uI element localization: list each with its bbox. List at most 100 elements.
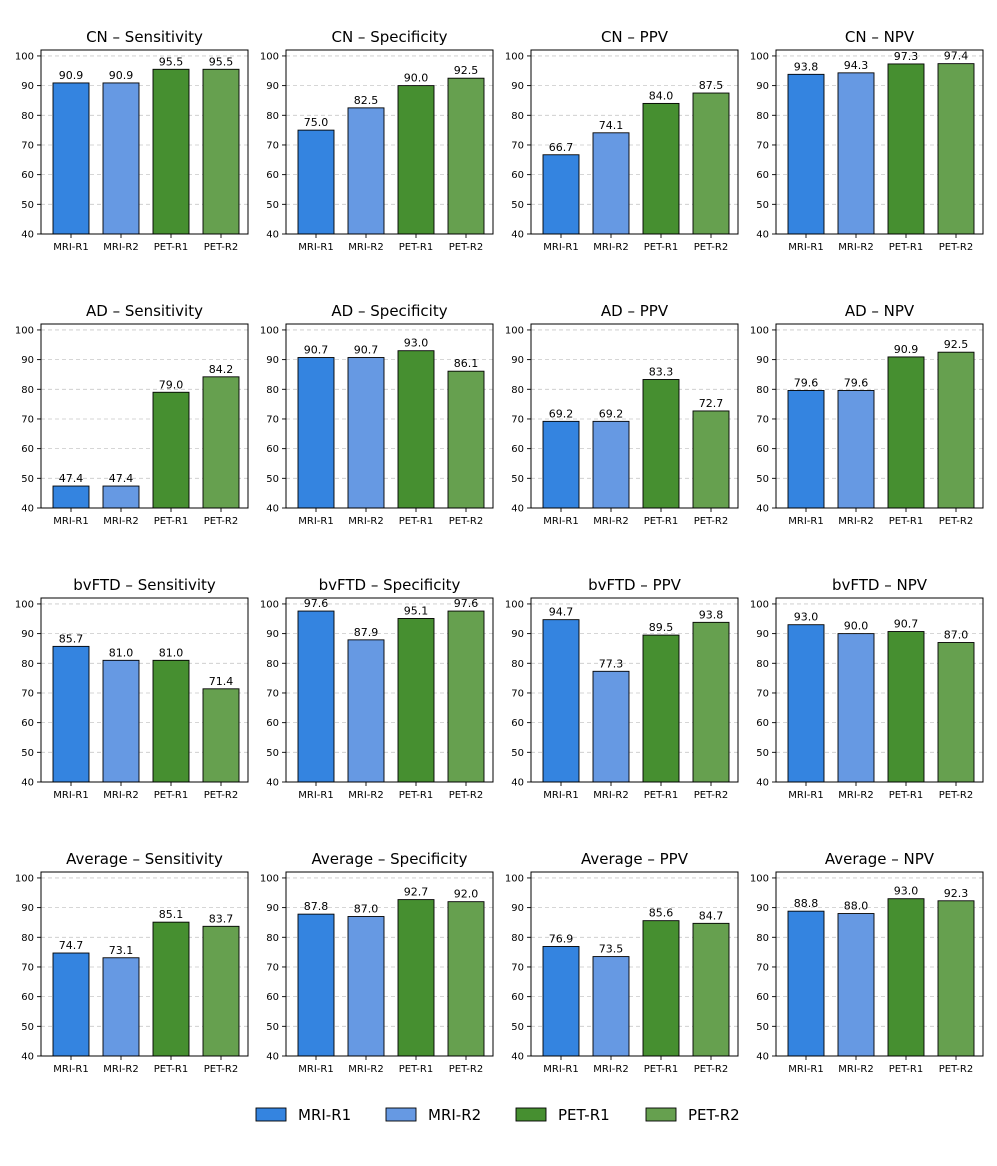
data-label: 93.0 [894, 885, 919, 898]
chart-panel: AD – Specificity 90.7 90.7 93.0 86.1 40 50 60 70… [260, 302, 494, 527]
y-tick-label: 40 [756, 504, 769, 515]
data-label: 92.7 [404, 886, 429, 899]
y-tick-label: 70 [756, 140, 769, 151]
bar [152, 68, 190, 235]
y-tick-label: 90 [266, 903, 279, 914]
data-label: 79.0 [159, 378, 184, 391]
bar [787, 910, 825, 1057]
y-tick-label: 70 [21, 962, 34, 973]
x-tick-label: PET-R1 [399, 1064, 433, 1075]
y-tick-label: 40 [266, 504, 279, 515]
data-label: 92.3 [944, 887, 969, 900]
bar [102, 82, 140, 235]
y-tick-label: 90 [21, 629, 34, 640]
data-label: 92.5 [944, 338, 969, 351]
data-label: 69.2 [599, 407, 624, 420]
bar [692, 410, 730, 509]
data-label: 94.3 [844, 59, 869, 72]
bar [837, 633, 875, 783]
y-tick-label: 60 [756, 170, 769, 181]
y-tick-label: 100 [505, 599, 524, 610]
bar [347, 107, 385, 235]
bar [297, 610, 335, 783]
bar [887, 631, 925, 783]
bar [642, 920, 680, 1057]
y-tick-label: 50 [511, 1022, 524, 1033]
data-label: 92.5 [454, 64, 479, 77]
y-tick-label: 60 [21, 992, 34, 1003]
data-label: 90.7 [304, 344, 329, 357]
x-tick-label: MRI-R2 [838, 242, 873, 253]
chart-title: bvFTD – PPV [588, 576, 682, 594]
data-label: 95.1 [404, 604, 429, 617]
y-tick-label: 40 [266, 230, 279, 241]
data-label: 87.5 [699, 79, 724, 92]
bar [397, 85, 435, 235]
y-tick-label: 70 [266, 140, 279, 151]
y-tick-label: 40 [756, 778, 769, 789]
x-tick-label: MRI-R2 [103, 516, 138, 527]
bar [152, 921, 190, 1057]
data-label: 76.9 [549, 932, 574, 945]
y-tick-label: 40 [21, 504, 34, 515]
data-label: 97.4 [944, 50, 969, 63]
y-tick-label: 80 [756, 385, 769, 396]
bar [102, 957, 140, 1057]
y-tick-label: 50 [511, 474, 524, 485]
data-label: 88.0 [844, 900, 869, 913]
y-tick-label: 90 [511, 355, 524, 366]
bar [937, 351, 975, 509]
x-tick-label: MRI-R2 [593, 1064, 628, 1075]
bar [642, 634, 680, 783]
bar [592, 132, 630, 235]
y-tick-label: 70 [511, 962, 524, 973]
y-tick-label: 90 [511, 629, 524, 640]
data-label: 82.5 [354, 94, 379, 107]
axes-frame [530, 871, 739, 1057]
bar [52, 645, 90, 783]
x-tick-label: PET-R1 [889, 790, 923, 801]
y-tick-label: 50 [21, 1022, 34, 1033]
data-label: 88.8 [794, 897, 819, 910]
x-tick-label: MRI-R1 [53, 516, 88, 527]
x-tick-label: MRI-R2 [593, 242, 628, 253]
x-tick-label: PET-R1 [154, 1064, 188, 1075]
data-label: 95.5 [209, 55, 234, 68]
y-tick-label: 60 [266, 444, 279, 455]
x-tick-label: PET-R2 [449, 1064, 483, 1075]
y-tick-label: 80 [266, 385, 279, 396]
bar [787, 73, 825, 235]
x-tick-label: PET-R1 [154, 790, 188, 801]
y-tick-label: 60 [756, 444, 769, 455]
y-tick-label: 70 [511, 140, 524, 151]
x-tick-label: PET-R1 [644, 516, 678, 527]
legend-label: PET-R1 [558, 1106, 610, 1124]
y-tick-label: 90 [756, 81, 769, 92]
x-tick-label: MRI-R2 [348, 790, 383, 801]
data-label: 74.7 [59, 939, 84, 952]
data-label: 93.8 [794, 60, 819, 73]
y-tick-label: 90 [756, 903, 769, 914]
data-label: 94.7 [549, 606, 574, 619]
data-label: 72.7 [699, 397, 724, 410]
y-tick-label: 70 [756, 688, 769, 699]
bar [447, 370, 485, 509]
data-label: 90.7 [894, 618, 919, 631]
bar [397, 899, 435, 1057]
x-tick-label: PET-R2 [694, 790, 728, 801]
x-tick-label: PET-R1 [399, 516, 433, 527]
bar [447, 77, 485, 235]
bar [937, 63, 975, 235]
bar [102, 485, 140, 509]
chart-title: Average – PPV [581, 850, 689, 868]
x-tick-label: MRI-R2 [348, 516, 383, 527]
bar [447, 901, 485, 1057]
y-tick-label: 70 [266, 688, 279, 699]
chart-title: bvFTD – Sensitivity [73, 576, 216, 594]
y-tick-label: 80 [266, 933, 279, 944]
y-tick-label: 60 [511, 718, 524, 729]
chart-panel: bvFTD – Specificity 97.6 87.9 95.1 97.6 40 50 6… [260, 576, 494, 801]
y-tick-label: 40 [21, 1052, 34, 1063]
y-tick-label: 50 [21, 200, 34, 211]
y-tick-label: 70 [21, 140, 34, 151]
